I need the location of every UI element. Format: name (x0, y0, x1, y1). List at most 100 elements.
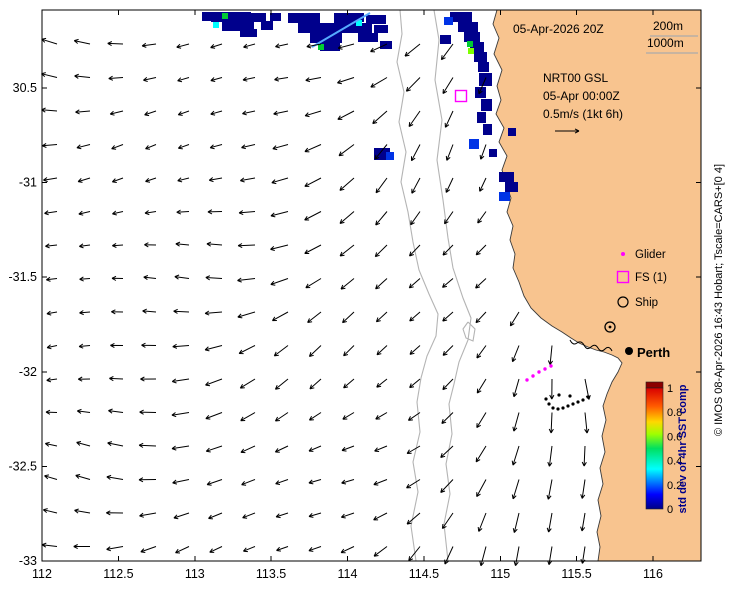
fs-marker (454, 89, 468, 103)
sst-pixel (270, 13, 281, 21)
colorbar-title: std dev of 4hr SST comp (677, 384, 689, 513)
current-vector (477, 512, 487, 532)
current-vector (405, 77, 421, 92)
current-vector (406, 479, 421, 489)
current-vector (276, 546, 289, 552)
current-vector (512, 512, 520, 533)
current-vector (274, 76, 289, 82)
current-vector (408, 110, 421, 128)
y-tick-label: -31.5 (9, 270, 38, 284)
current-vector (140, 376, 157, 382)
current-vector (547, 345, 554, 365)
current-vector (305, 77, 322, 83)
current-vector (242, 76, 256, 82)
current-vector (513, 546, 520, 567)
current-vector (308, 512, 322, 518)
current-vector (242, 110, 256, 116)
current-vector (44, 210, 58, 216)
current-vector (271, 311, 289, 322)
legend-fs-symbol (616, 270, 630, 284)
sst-pixel (358, 33, 378, 42)
current-vector (240, 445, 256, 454)
current-vector (304, 110, 322, 118)
current-vector (141, 342, 157, 348)
current-vector (442, 244, 454, 256)
current-vector (273, 345, 289, 357)
track-dot (547, 402, 551, 406)
glider-dot (525, 378, 529, 382)
current-vector (547, 445, 553, 467)
current-vector (210, 110, 223, 116)
current-vector (375, 412, 388, 420)
current-vector (373, 546, 388, 557)
current-vector (243, 546, 256, 553)
y-tick-label: -31 (19, 176, 37, 190)
depth-contour-loop (462, 321, 476, 342)
colorbar-tick-label: 0.2 (667, 480, 682, 492)
current-vector (410, 211, 421, 226)
current-vector (445, 177, 454, 193)
current-vector (444, 110, 454, 128)
current-vector (548, 412, 554, 434)
glider-dot (531, 374, 535, 378)
current-vector (173, 512, 190, 520)
current-vector (209, 546, 223, 553)
current-vector (375, 211, 388, 226)
current-vector (479, 546, 487, 567)
current-vector (204, 345, 223, 352)
current-vector (376, 345, 388, 356)
y-tick-label: -32.5 (9, 459, 38, 473)
sst-pixel (366, 15, 386, 24)
track-dot (571, 402, 575, 406)
current-vector (409, 311, 421, 322)
sst-pixel (483, 124, 492, 135)
current-vector (208, 512, 223, 520)
sst-pixel (458, 22, 478, 32)
depth-contour-1000m (396, 9, 439, 562)
colorbar (645, 387, 664, 510)
legend-label-fs: FS (1) (635, 272, 667, 284)
current-vector (44, 441, 58, 447)
x-tick-label: 115.5 (561, 567, 591, 581)
current-vector (440, 43, 454, 61)
current-vector (110, 342, 124, 348)
current-vector (479, 177, 487, 192)
current-vector (373, 512, 388, 521)
current-vector (42, 508, 58, 514)
current-vector (370, 77, 388, 88)
sst-pixel (440, 35, 451, 44)
colorbar-tick-label: 0.4 (667, 456, 682, 468)
current-vector (337, 110, 355, 120)
current-vector (174, 274, 190, 280)
contour-label-1000m: 1000m (647, 36, 684, 50)
current-vector (549, 378, 555, 400)
current-vector (139, 512, 157, 518)
current-vector (77, 177, 91, 183)
current-vector (270, 211, 289, 218)
current-vector (74, 73, 91, 79)
current-vector (475, 445, 487, 463)
axis-ticks (41, 10, 701, 562)
current-vector (375, 311, 388, 323)
current-vector (79, 310, 91, 316)
current-vector (304, 144, 322, 153)
current-vector (546, 479, 553, 500)
sst-pixel (467, 41, 473, 47)
current-vector (306, 43, 322, 49)
current-vector (275, 512, 289, 519)
current-vector (343, 378, 355, 389)
current-vector (370, 43, 388, 53)
scale-arrow (555, 128, 580, 134)
current-vector (372, 110, 388, 125)
current-vector (73, 38, 91, 45)
sst-pixel (213, 22, 219, 28)
current-vector (512, 378, 520, 398)
sst-pixel (318, 44, 324, 50)
current-vector (304, 177, 322, 187)
current-vector (411, 177, 421, 194)
vector-scale-label: 0.5m/s (1kt 6h) (543, 107, 623, 121)
sst-pixel (346, 23, 372, 33)
current-vector (408, 546, 421, 562)
current-vector (204, 310, 223, 316)
current-vector (205, 378, 223, 387)
